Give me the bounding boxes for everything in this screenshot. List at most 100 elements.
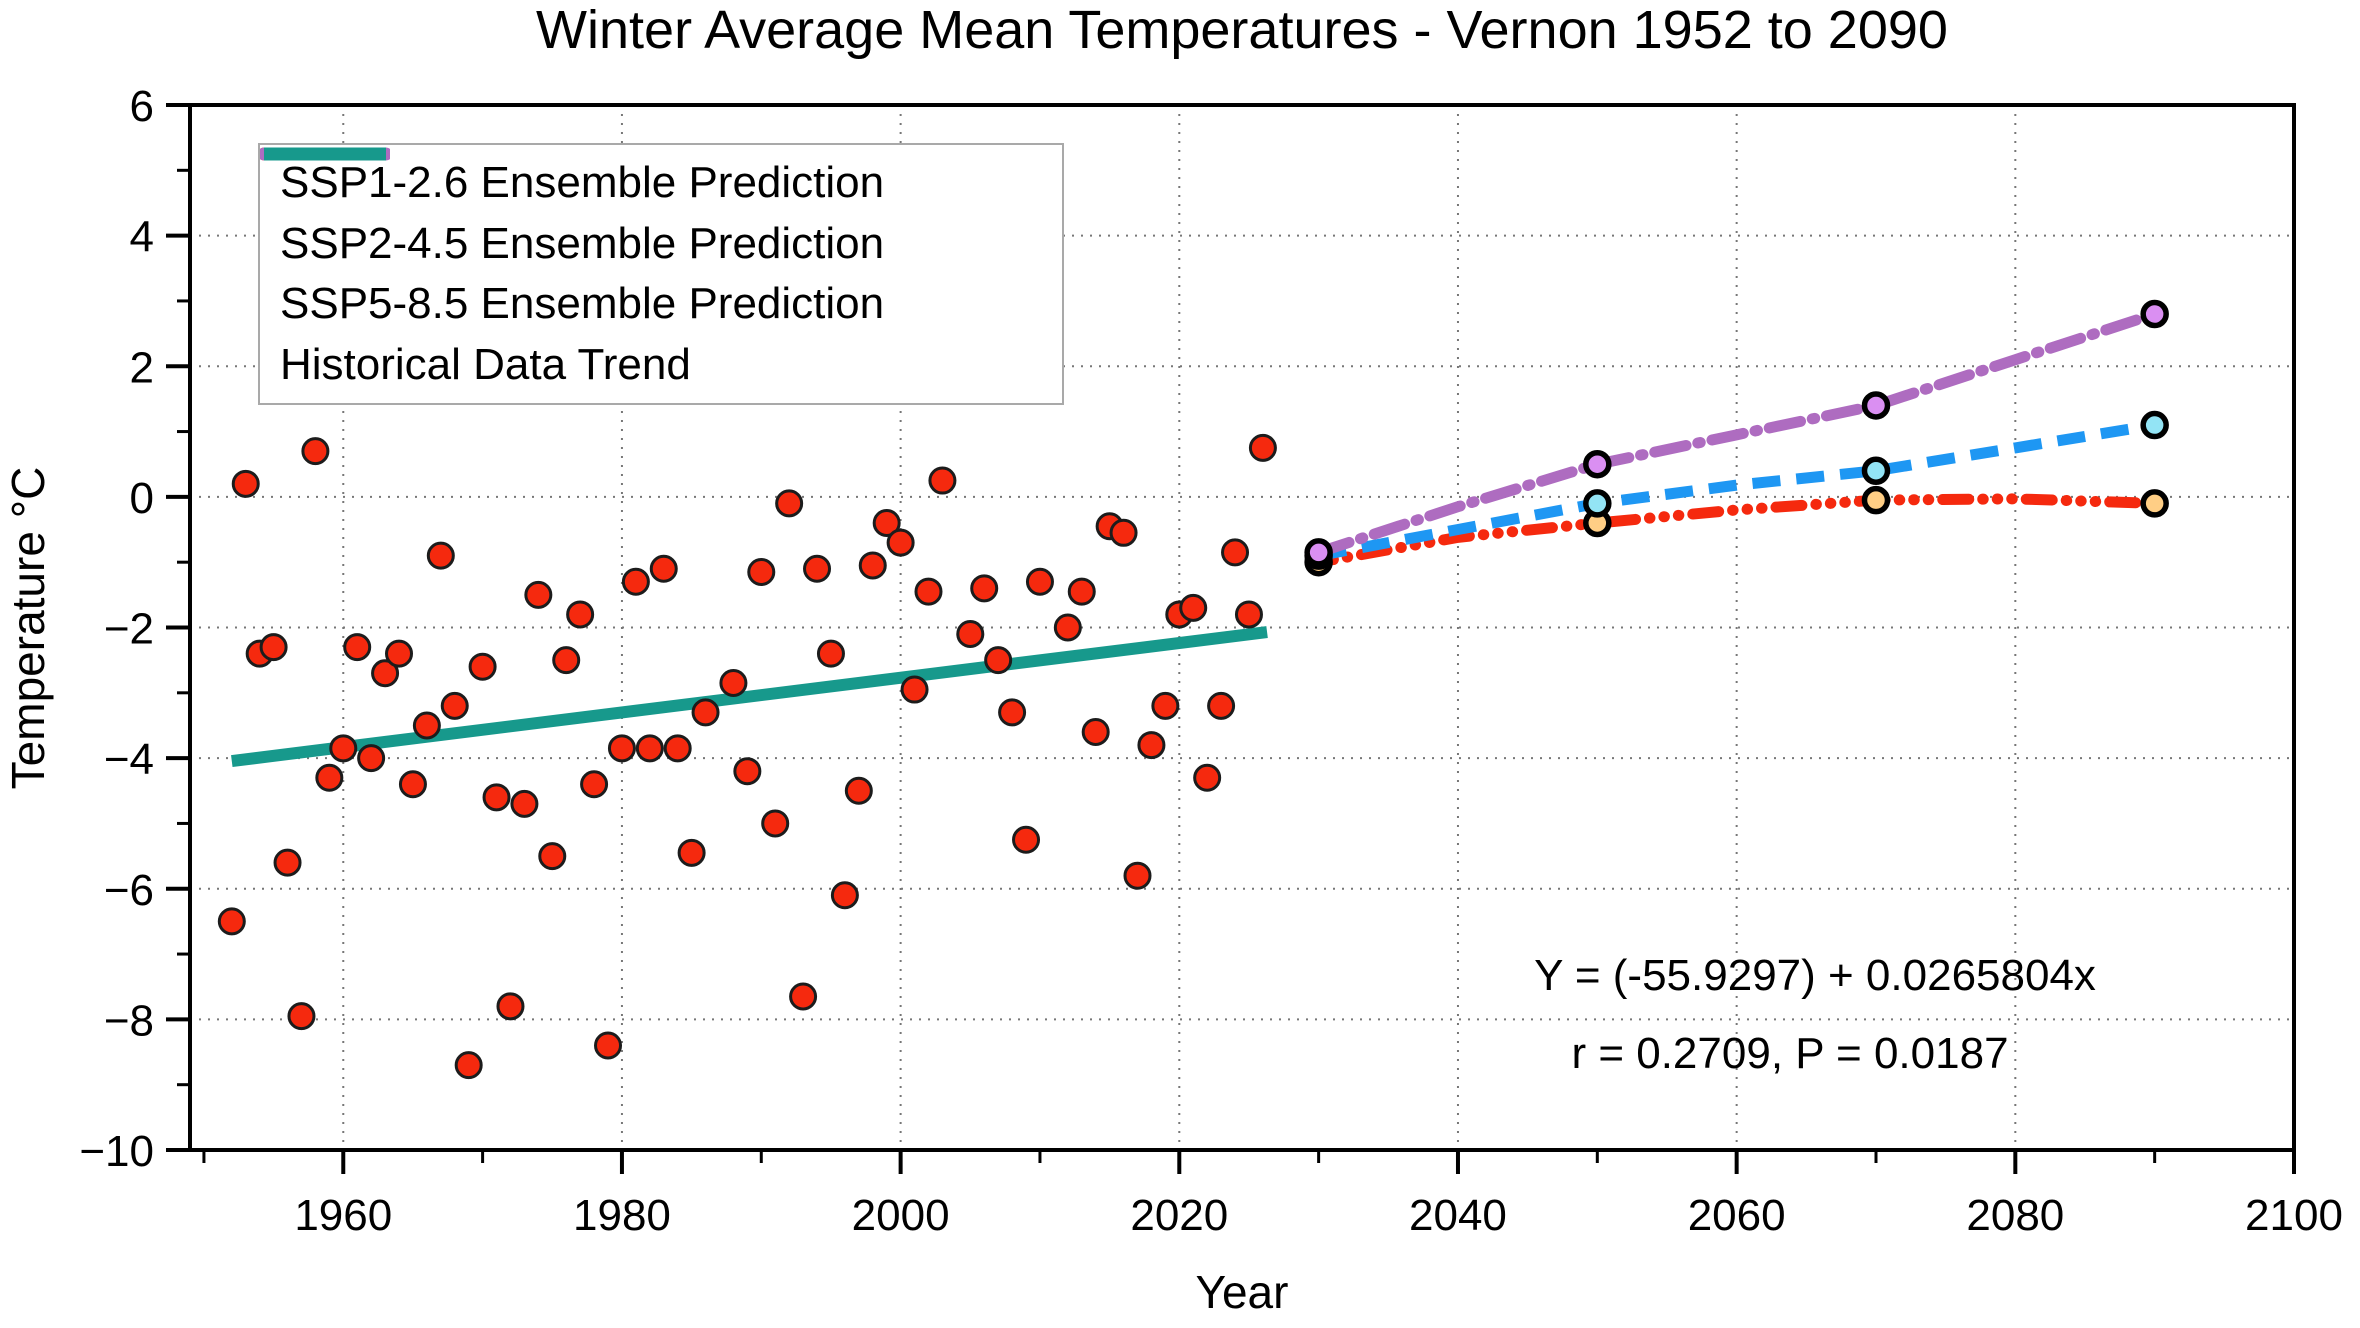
scatter-point bbox=[259, 633, 288, 662]
scatter-point bbox=[844, 776, 873, 805]
scatter-point bbox=[1248, 433, 1277, 462]
scatter-point bbox=[677, 838, 706, 867]
legend-item: SSP5-8.5 Ensemble Prediction bbox=[260, 147, 1042, 332]
regression-equation: Y = (-55.9297) + 0.0265804x bbox=[1534, 951, 2096, 1000]
x-tick-label: 1980 bbox=[573, 1191, 671, 1240]
scatter-point bbox=[357, 744, 386, 773]
scatter-point bbox=[1123, 861, 1152, 890]
scatter-point bbox=[566, 600, 595, 629]
scatter-point bbox=[1109, 518, 1138, 547]
y-tick-label: −8 bbox=[104, 996, 154, 1045]
legend-label: SSP2-4.5 Ensemble Prediction bbox=[280, 218, 885, 268]
ensemble-marker bbox=[1861, 391, 1891, 420]
x-tick-label: 2100 bbox=[2245, 1191, 2343, 1240]
scatter-point bbox=[329, 734, 358, 763]
scatter-point bbox=[398, 770, 427, 799]
y-tick-label: −2 bbox=[104, 605, 154, 654]
scatter-point bbox=[580, 770, 609, 799]
legend-item: SSP2-4.5 Ensemble Prediction bbox=[264, 147, 1042, 272]
scatter-point bbox=[412, 711, 441, 740]
scatter-point bbox=[886, 528, 915, 557]
scatter-point bbox=[691, 698, 720, 727]
scatter-point bbox=[1193, 763, 1222, 792]
scatter-point bbox=[621, 567, 650, 596]
scatter-point bbox=[538, 842, 567, 871]
axes: 1960 1980 2000 2020 2040 2060 2080 2100 6 4 2 0 −2 −4… bbox=[79, 82, 2343, 1240]
ensemble-marker bbox=[2140, 299, 2169, 329]
legend-item: SSP1-2.6 Ensemble Prediction bbox=[260, 147, 1042, 211]
ensemble-marker bbox=[1861, 456, 1891, 485]
ensemble-markers bbox=[1304, 299, 2169, 567]
scatter-point bbox=[301, 437, 330, 466]
scatter-point bbox=[482, 783, 511, 812]
y-tick-label: −6 bbox=[104, 866, 154, 915]
scatter-point bbox=[231, 469, 260, 498]
scatter-point bbox=[217, 907, 246, 936]
y-tick-label: −4 bbox=[104, 735, 154, 784]
x-axis-label: Year bbox=[1196, 1266, 1289, 1318]
regression-stats: r = 0.2709, P = 0.0187 bbox=[1571, 1029, 2008, 1078]
ensemble-marker bbox=[1861, 485, 1891, 515]
ensemble-marker bbox=[1583, 449, 1612, 479]
x-tick-label: 1960 bbox=[294, 1191, 392, 1240]
scatter-point bbox=[816, 639, 845, 668]
x-tick-label: 2060 bbox=[1688, 1191, 1786, 1240]
legend-label: SSP5-8.5 Ensemble Prediction bbox=[280, 279, 885, 329]
scatter-point bbox=[273, 848, 302, 877]
scatter-point bbox=[872, 509, 901, 537]
scatter-point bbox=[468, 652, 497, 681]
historical-trend-line bbox=[231, 626, 1268, 768]
scatter-point bbox=[385, 639, 414, 668]
scatter-point bbox=[510, 789, 539, 818]
x-tick-label: 2080 bbox=[1966, 1191, 2064, 1240]
scatter-point bbox=[440, 691, 469, 720]
scatter-point bbox=[1067, 577, 1096, 606]
scatter-point bbox=[789, 982, 818, 1011]
scatter-point bbox=[775, 489, 804, 518]
ensemble-marker bbox=[2140, 489, 2169, 518]
scatter-point bbox=[607, 734, 636, 763]
legend-label: SSP1-2.6 Ensemble Prediction bbox=[280, 158, 885, 208]
ensemble-marker bbox=[1583, 489, 1612, 518]
scatter-point bbox=[371, 659, 400, 688]
scatter-point bbox=[287, 1002, 316, 1031]
y-tick-label: 6 bbox=[130, 82, 154, 131]
y-tick-label: −10 bbox=[79, 1127, 154, 1176]
scatter-point bbox=[552, 646, 581, 675]
scatter-point bbox=[524, 580, 553, 609]
ensemble-marker bbox=[2140, 410, 2169, 440]
y-tick-label: 2 bbox=[130, 343, 154, 392]
scatter-point bbox=[1221, 538, 1250, 567]
y-tick-label: 4 bbox=[130, 213, 154, 262]
scatter-point bbox=[1207, 691, 1236, 720]
scatter-point bbox=[1234, 600, 1263, 629]
legend: SSP1-2.6 Ensemble Prediction SSP2-4.5 Ens… bbox=[258, 143, 1064, 405]
scatter-point bbox=[914, 577, 943, 606]
scatter-point bbox=[733, 757, 762, 786]
y-tick-label: 0 bbox=[130, 474, 154, 523]
scatter-point bbox=[1025, 567, 1054, 596]
x-tick-label: 2000 bbox=[852, 1191, 950, 1240]
scatter-point bbox=[984, 646, 1013, 675]
ensemble-marker bbox=[1304, 538, 1333, 567]
legend-label: Historical Data Trend bbox=[280, 339, 691, 389]
scatter-point bbox=[761, 809, 790, 838]
scatter-point bbox=[635, 734, 664, 763]
scatter-point bbox=[343, 633, 372, 662]
scatter-point bbox=[1151, 691, 1180, 720]
scatter-point bbox=[1179, 593, 1208, 622]
x-tick-label: 2020 bbox=[1130, 1191, 1228, 1240]
scatter-point bbox=[594, 1031, 623, 1060]
scatter-point bbox=[928, 466, 957, 495]
scatter-point bbox=[454, 1051, 483, 1080]
scatter-point bbox=[900, 675, 929, 704]
chart-title: Winter Average Mean Temperatures - Verno… bbox=[536, 0, 1948, 60]
scatter-point bbox=[649, 554, 678, 583]
legend-item: Historical Data Trend bbox=[264, 147, 1042, 393]
prediction-line bbox=[1313, 493, 2161, 568]
scatter-point bbox=[426, 541, 455, 570]
scatter-point bbox=[747, 557, 776, 586]
prediction-line bbox=[1313, 308, 2161, 558]
